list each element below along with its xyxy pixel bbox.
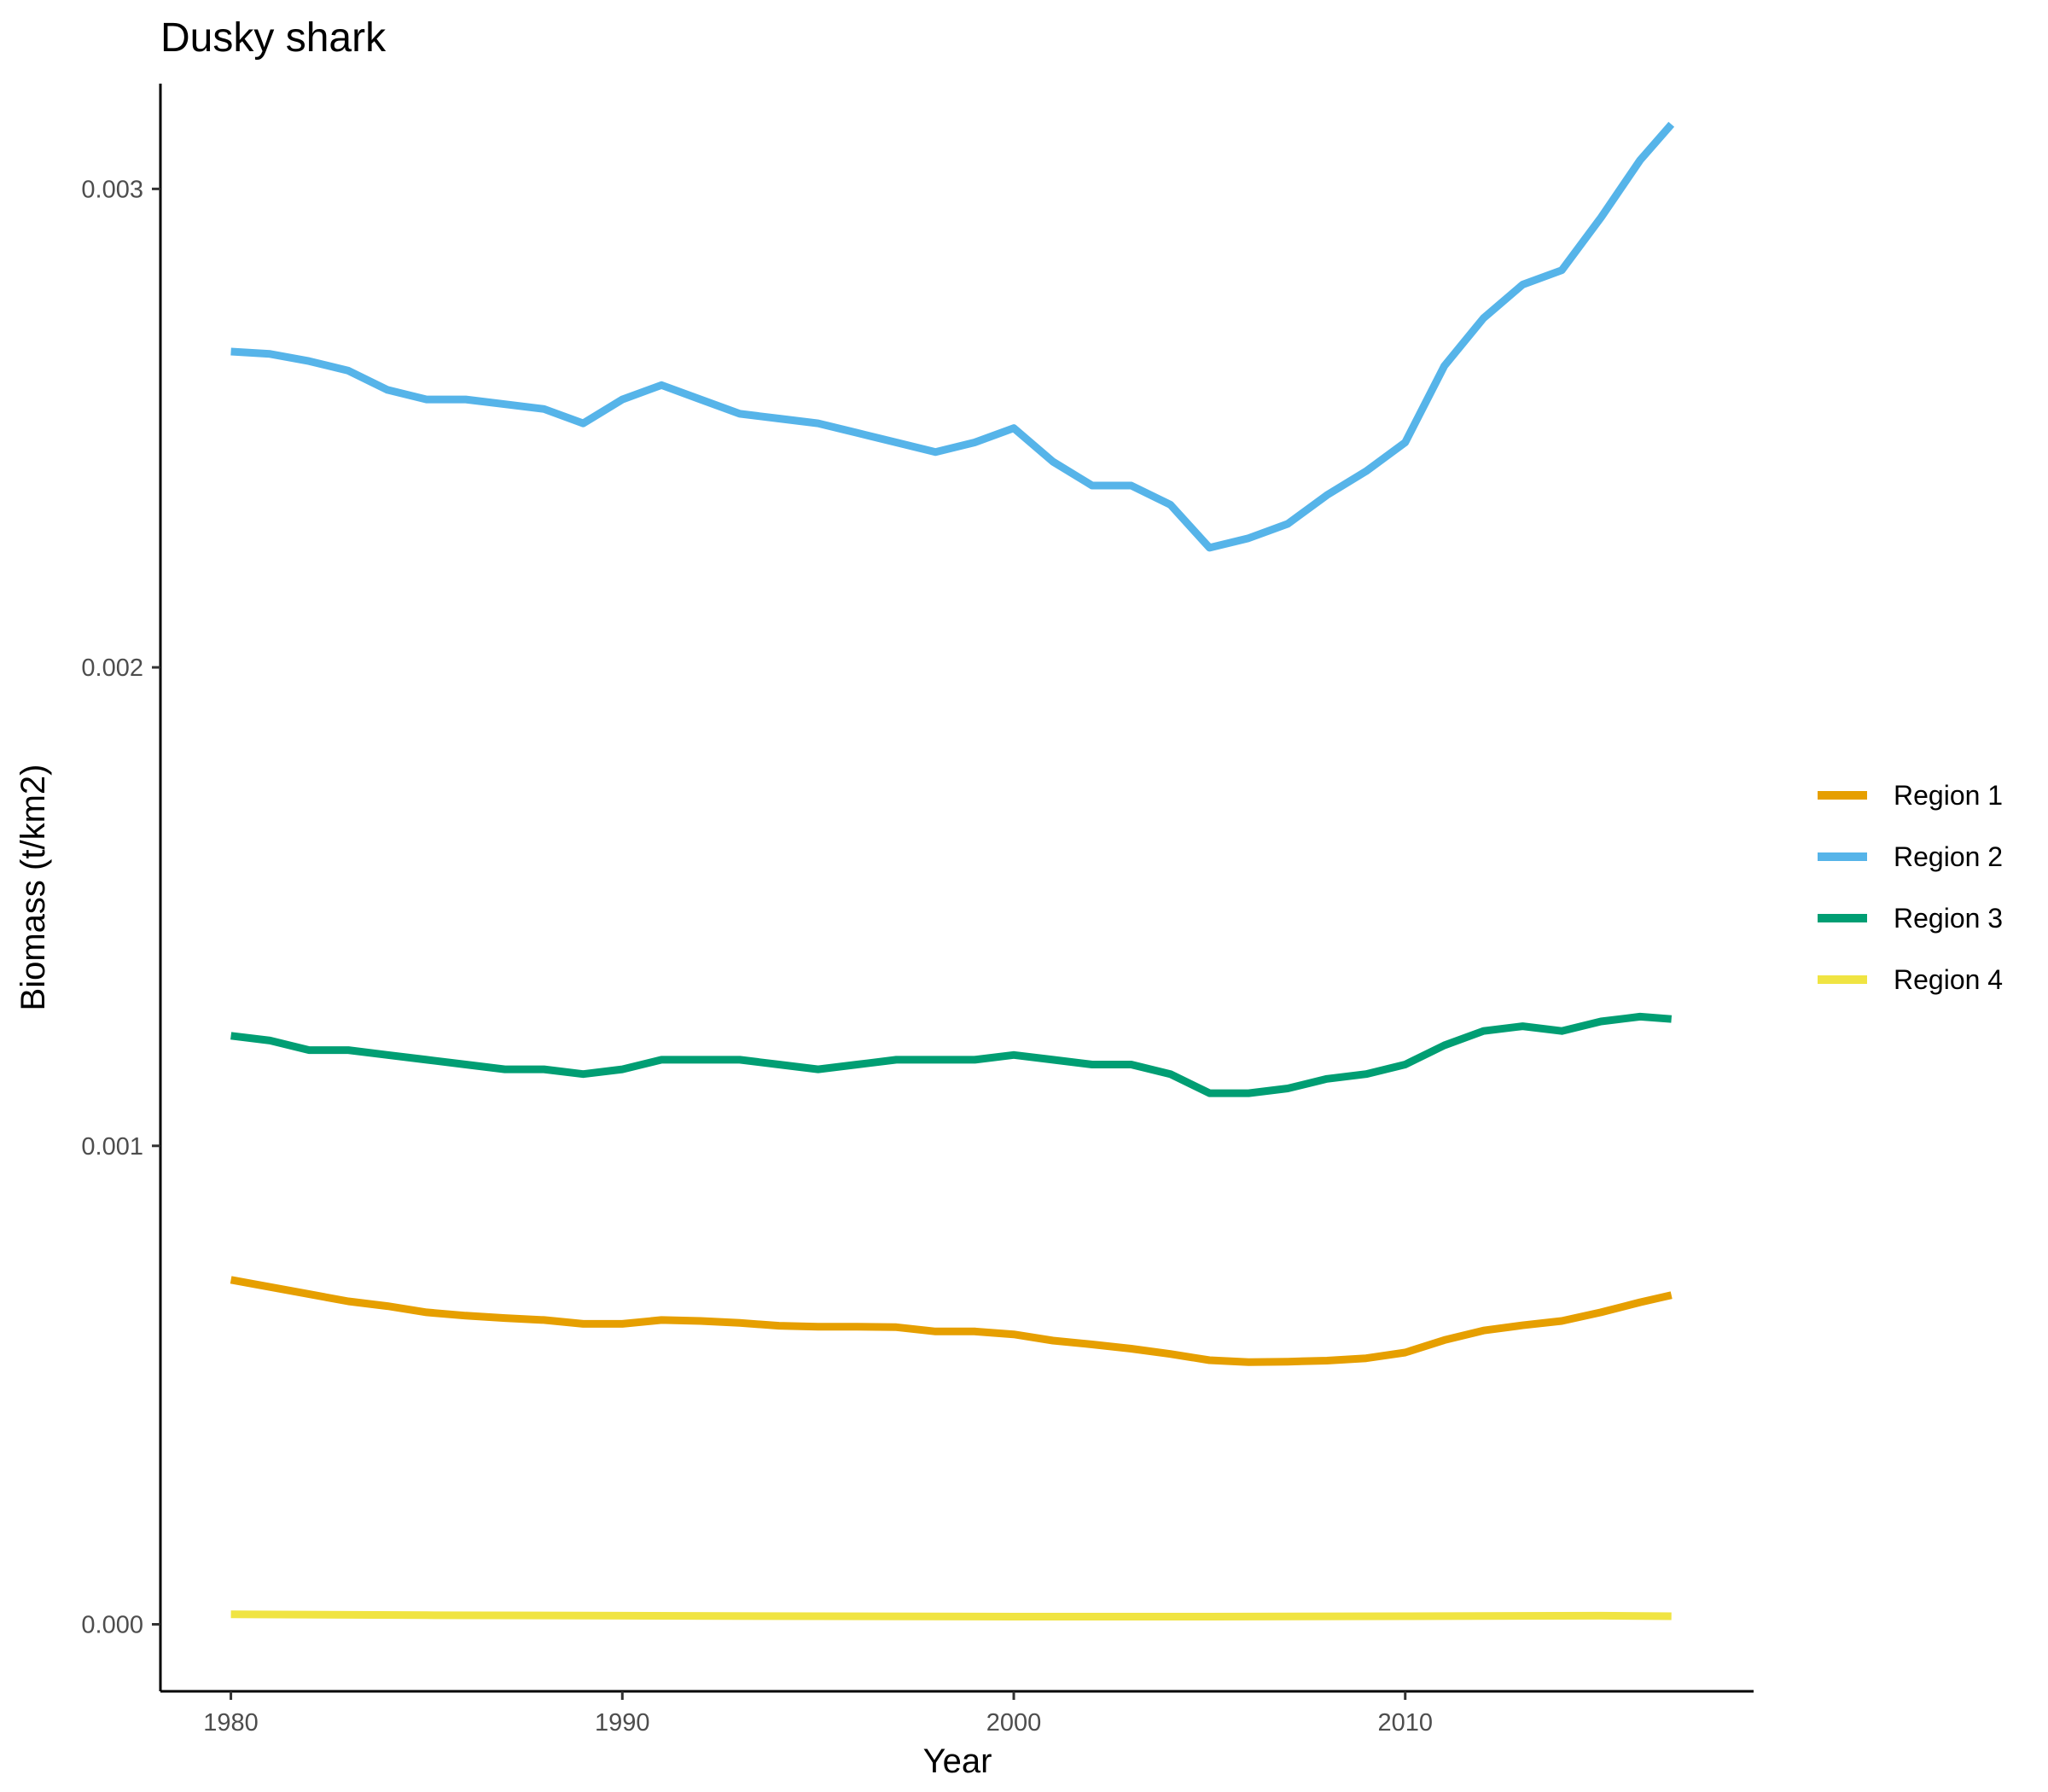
legend-label-region-1: Region 1: [1894, 780, 2003, 811]
y-axis-ticks: 0.000 0.001 0.002 0.003: [81, 176, 160, 1639]
y-tick-label: 0.001: [81, 1133, 143, 1161]
y-tick-label: 0.002: [81, 655, 143, 682]
x-tick-label: 1980: [203, 1709, 259, 1737]
x-axis-title: Year: [923, 1743, 992, 1780]
legend: Region 1 Region 2 Region 3 Region 4: [1818, 780, 2003, 995]
series-line-region-3: [230, 1012, 1673, 1097]
y-tick-label: 0.000: [81, 1612, 143, 1639]
legend-label-region-2: Region 2: [1894, 841, 2003, 872]
y-axis-title: Biomass (t/km2): [15, 765, 52, 1011]
x-tick-label: 2000: [986, 1709, 1042, 1737]
y-tick-label: 0.003: [81, 176, 143, 203]
x-axis-ticks: 1980 1990 2000 2010: [203, 1691, 1433, 1737]
x-tick-label: 1990: [595, 1709, 650, 1737]
legend-label-region-4: Region 4: [1894, 964, 2003, 995]
legend-label-region-3: Region 3: [1894, 903, 2003, 934]
series-line-region-4: [230, 1610, 1672, 1620]
plot-lines: [230, 121, 1675, 1620]
chart-title: Dusky shark: [160, 15, 387, 61]
series-line-region-2: [230, 121, 1675, 552]
series-line-region-1: [230, 1276, 1673, 1366]
x-tick-label: 2010: [1377, 1709, 1433, 1737]
